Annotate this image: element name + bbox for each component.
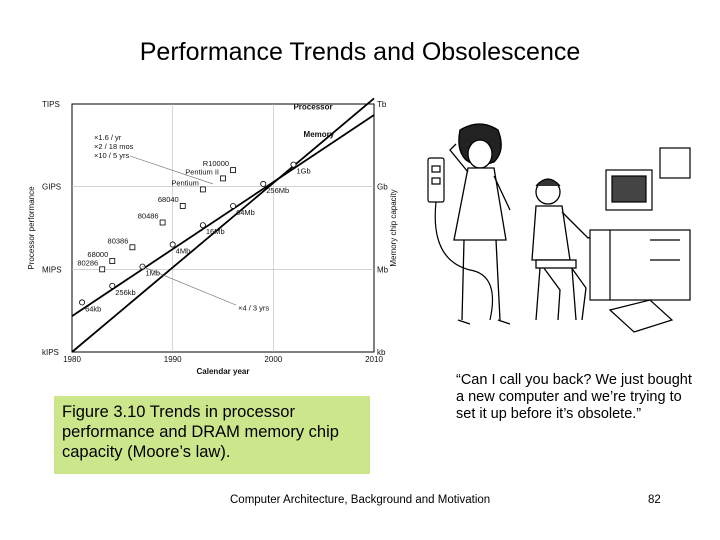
growth-note-pointer [129, 155, 214, 185]
processor-point-label: 68000 [87, 250, 108, 259]
growth-rate-note: ×10 / 5 yrs [94, 151, 129, 160]
memory-point [290, 161, 297, 168]
memory-point-label: 64kb [85, 304, 101, 313]
processor-point [220, 175, 226, 182]
moores-law-chart: 1980 1990 2000 2010 Calendar year kIPS MIPS GIP… [27, 97, 398, 376]
wall-phone-icon [427, 157, 494, 321]
processor-point [129, 244, 136, 251]
growth-rate-note: ×1.6 / yr [94, 133, 122, 142]
processor-point [179, 203, 186, 209]
processor-point [199, 186, 206, 193]
memory-series-label: Memory [304, 130, 335, 139]
memory-trend-line [71, 114, 375, 317]
processor-point-label: 68040 [158, 195, 179, 204]
y-tick-label-right: Tb [377, 100, 387, 109]
processor-point [230, 167, 236, 174]
processor-series-label: Processor [293, 103, 332, 112]
woman-figure [449, 123, 511, 325]
memory-point [169, 241, 176, 248]
y-tick-label-right: Gb [377, 183, 388, 192]
y-tick-label-left: MIPS [42, 265, 62, 274]
memory-point [260, 180, 267, 187]
memory-point-label: 256Mb [266, 186, 289, 195]
x-tick-label: 1990 [164, 355, 182, 364]
processor-trend-line [71, 97, 375, 353]
page-number: 82 [648, 494, 661, 506]
footer-text: Computer Architecture, Background and Mo… [230, 494, 491, 506]
processor-point-label: Pentium II [185, 167, 219, 176]
man-figure [531, 178, 607, 321]
memory-point-label: 1Gb [296, 167, 310, 176]
memory-point-label: 256kb [115, 288, 135, 297]
y-axis-label-right: Memory chip capacity [389, 189, 398, 266]
figure-caption: Figure 3.10 Trends in processor performa… [54, 396, 370, 474]
x-tick-label: 2000 [264, 355, 282, 364]
slide-title: Performance Trends and Obsolescence [139, 38, 581, 66]
processor-point [109, 258, 116, 264]
y-tick-label-right: Mb [377, 265, 389, 274]
x-tick-label: 2010 [365, 355, 383, 364]
x-axis-label: Calendar year [197, 367, 250, 376]
processor-point-label: 80386 [108, 236, 129, 245]
processor-point [159, 219, 166, 226]
y-tick-label-left: kIPS [42, 348, 59, 357]
memory-point-label: 4Mb [176, 247, 191, 256]
processor-point [99, 266, 106, 273]
y-tick-label-left: GIPS [42, 183, 61, 192]
memory-point-label: 16Mb [206, 227, 225, 236]
y-axis-label-left: Processor performance [27, 186, 36, 270]
memory-point-label: 64Mb [236, 208, 255, 217]
processor-point-label: 80486 [138, 211, 159, 220]
y-tick-label-right: kb [377, 348, 386, 357]
processor-point-label: Pentium [171, 178, 199, 187]
memory-point-label: 1Mb [145, 269, 160, 278]
y-tick-label-left: TIPS [42, 100, 60, 109]
cartoon-quote: “Can I call you back? We just bought a n… [456, 372, 692, 422]
growth-rate-note: ×2 / 18 mos [94, 142, 134, 151]
memory-point [230, 202, 237, 209]
memory-growth-note: ×4 / 3 yrs [238, 304, 269, 313]
processor-point-label: 80286 [77, 258, 98, 267]
memory-note-pointer [142, 266, 237, 306]
cartoon-illustration [427, 123, 691, 333]
computer-desk [589, 147, 691, 333]
x-tick-label: 1980 [63, 355, 81, 364]
memory-point [109, 282, 116, 289]
processor-point-label: R10000 [203, 159, 229, 168]
memory-point [79, 299, 86, 306]
memory-point [199, 222, 206, 229]
